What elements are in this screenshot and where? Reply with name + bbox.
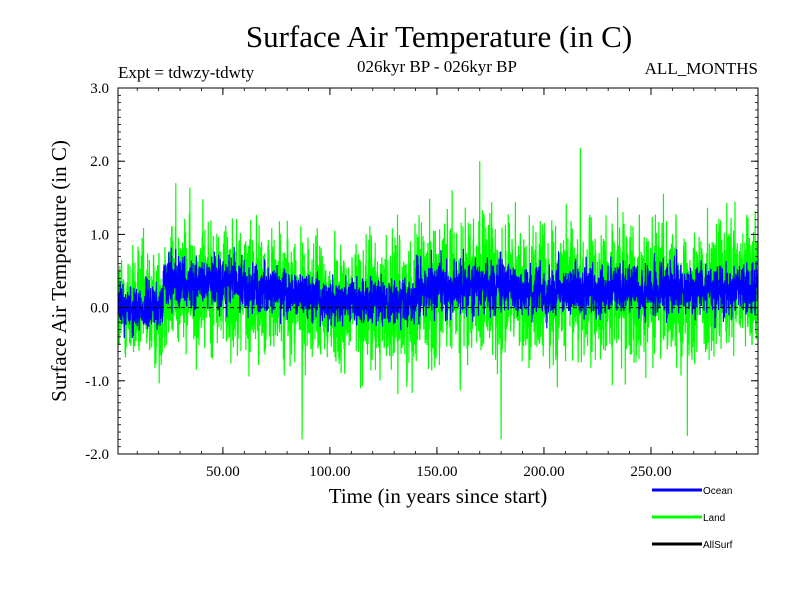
y-axis-label: Surface Air Temperature (in C): [47, 140, 71, 402]
subtitle-period: 026kyr BP - 026kyr BP: [357, 57, 517, 76]
x-tick-label: 250.00: [630, 464, 671, 480]
x-tick-label: 50.00: [206, 464, 240, 480]
x-tick-label: 150.00: [416, 464, 457, 480]
legend-label-allsurf: AllSurf: [703, 540, 733, 551]
legend-label-land: Land: [703, 513, 725, 524]
subtitle-months: ALL_MONTHS: [645, 59, 758, 78]
legend: Ocean Land AllSurf: [652, 486, 733, 551]
y-tick-label: -2.0: [85, 447, 109, 463]
chart-title: Surface Air Temperature (in C): [246, 19, 632, 54]
y-tick-label: 2.0: [90, 154, 109, 170]
legend-label-ocean: Ocean: [703, 486, 732, 497]
y-tick-label: 1.0: [90, 227, 109, 243]
y-tick-label: 3.0: [90, 81, 109, 97]
plot-frame: [117, 87, 759, 455]
x-tick-label: 100.00: [309, 464, 350, 480]
x-axis-label: Time (in years since start): [329, 484, 548, 508]
plot-data-area: [118, 148, 758, 440]
x-axis: 50.00 100.00 150.00 200.00 250.00: [136, 88, 737, 480]
subtitle-experiment: Expt = tdwzy-tdwty: [118, 63, 255, 82]
series-ocean-line: [118, 246, 758, 339]
y-tick-label: -1.0: [85, 374, 109, 390]
x-tick-label: 200.00: [523, 464, 564, 480]
y-tick-label: 0.0: [90, 301, 109, 317]
